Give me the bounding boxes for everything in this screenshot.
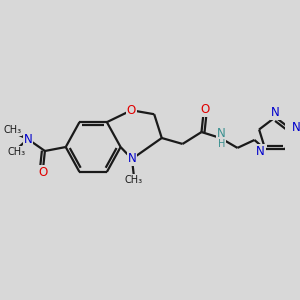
Text: CH₃: CH₃	[7, 147, 25, 157]
Text: N: N	[271, 106, 280, 119]
Text: CH₃: CH₃	[3, 125, 21, 135]
Text: O: O	[38, 166, 48, 179]
Text: O: O	[201, 103, 210, 116]
Text: N: N	[256, 145, 265, 158]
Text: N: N	[23, 133, 32, 146]
Text: O: O	[127, 104, 136, 117]
Text: H: H	[218, 139, 225, 149]
Text: N: N	[128, 152, 136, 165]
Text: N: N	[217, 127, 226, 140]
Text: N: N	[292, 121, 300, 134]
Text: CH₃: CH₃	[125, 175, 143, 185]
